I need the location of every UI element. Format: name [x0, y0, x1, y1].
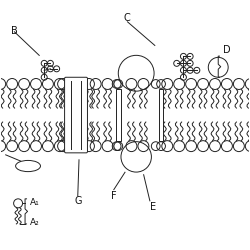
Text: C: C: [124, 13, 130, 23]
Bar: [116, 90, 120, 141]
Text: F: F: [111, 191, 117, 201]
Text: A₁: A₁: [30, 198, 40, 207]
Text: B: B: [11, 26, 18, 36]
Bar: [159, 90, 163, 141]
FancyBboxPatch shape: [64, 77, 88, 153]
Text: A₂: A₂: [30, 218, 40, 227]
Text: E: E: [150, 202, 156, 212]
Text: G: G: [74, 196, 82, 206]
Text: D: D: [223, 46, 231, 56]
